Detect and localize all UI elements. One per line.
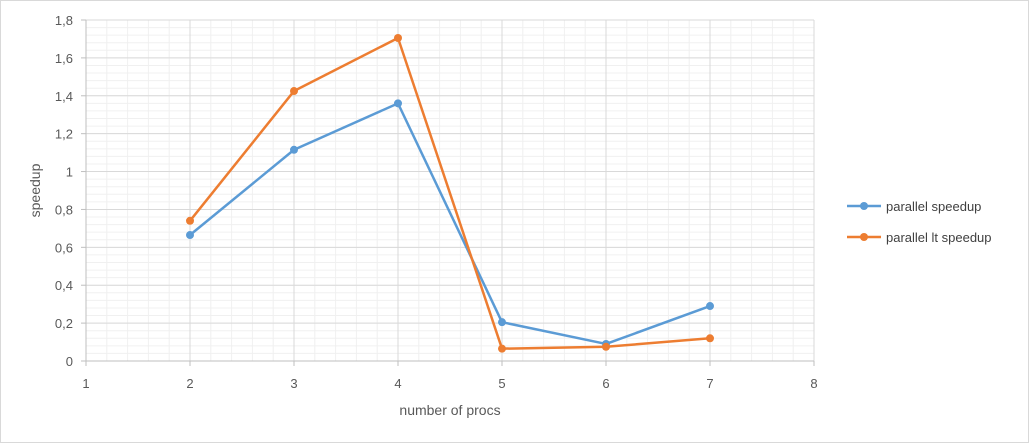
y-tick-label: 1,2 xyxy=(55,127,73,142)
y-tick-label: 0,8 xyxy=(55,202,73,217)
axes xyxy=(81,19,815,366)
legend-item: parallel speedup xyxy=(847,199,981,214)
y-axis-title: speedup xyxy=(27,163,43,217)
series-2 xyxy=(186,33,714,353)
data-point xyxy=(602,342,610,351)
x-tick-label: 3 xyxy=(290,376,297,391)
x-tick-label: 8 xyxy=(810,376,817,391)
y-tick-label: 1 xyxy=(66,165,73,180)
data-point xyxy=(706,334,714,343)
legend-item: parallel lt speedup xyxy=(847,230,992,245)
x-tick-label: 7 xyxy=(706,376,713,391)
legend-label: parallel lt speedup xyxy=(886,230,992,245)
data-point xyxy=(394,99,402,108)
x-tick-label: 5 xyxy=(498,376,505,391)
tick-labels: 1 2 3 4 5 6 7 8 0 0,2 0,4 0,6 0,8 1 1,2 1,4 1,6 1,8 xyxy=(55,13,818,391)
legend: parallel speedup parallel lt speedup xyxy=(847,199,992,245)
y-tick-label: 0,6 xyxy=(55,240,73,255)
x-tick-label: 1 xyxy=(82,376,89,391)
series-line xyxy=(189,36,711,350)
y-tick-label: 1,4 xyxy=(55,89,73,104)
data-point xyxy=(290,145,298,154)
data-point xyxy=(498,318,506,327)
grid xyxy=(85,19,815,362)
x-axis-title: number of procs xyxy=(399,402,500,418)
series xyxy=(186,33,714,353)
y-tick-label: 1,8 xyxy=(55,13,73,28)
data-point xyxy=(290,87,298,96)
x-tick-label: 4 xyxy=(394,376,401,391)
x-tick-label: 2 xyxy=(186,376,193,391)
legend-label: parallel speedup xyxy=(886,199,981,214)
data-point xyxy=(186,231,194,240)
data-point xyxy=(394,33,402,42)
x-tick-label: 6 xyxy=(602,376,609,391)
series-1 xyxy=(186,99,714,348)
legend-marker xyxy=(860,202,868,210)
y-tick-label: 0 xyxy=(66,354,73,369)
y-tick-label: 0,4 xyxy=(55,278,73,293)
data-point xyxy=(498,344,506,353)
data-point xyxy=(706,302,714,311)
series-line xyxy=(189,102,711,346)
y-tick-label: 1,6 xyxy=(55,51,73,66)
y-tick-label: 0,2 xyxy=(55,316,73,331)
legend-marker xyxy=(860,233,868,241)
data-point xyxy=(186,216,194,225)
